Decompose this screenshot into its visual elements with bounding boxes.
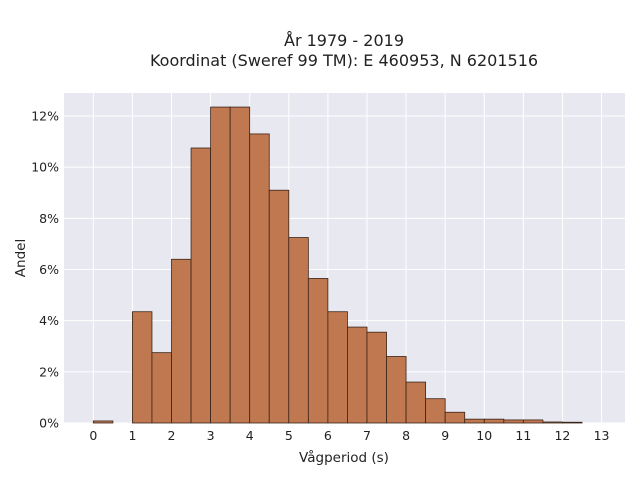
bar-10.5 [503, 419, 524, 424]
bar-11.5 [542, 421, 563, 424]
y-tick-label-10: 10% [31, 160, 59, 175]
bar-6 [327, 311, 348, 424]
bar-2 [171, 258, 192, 424]
y-axis-label: Andel [13, 239, 29, 277]
bar-4.5 [268, 189, 290, 424]
bar-0 [92, 420, 114, 424]
y-tick-label-12: 12% [31, 109, 59, 124]
x-tick-label-1: 1 [128, 428, 136, 443]
x-tick-label-10: 10 [476, 428, 492, 443]
x-tick-label-7: 7 [363, 428, 371, 443]
y-tick-label-2: 2% [39, 364, 59, 379]
x-tick-label-9: 9 [441, 428, 449, 443]
x-tick-label-5: 5 [285, 428, 293, 443]
bar-10 [483, 418, 505, 424]
bar-5.5 [307, 278, 329, 424]
bar-1.5 [151, 352, 172, 424]
x-axis-ticks: 0 1 2 3 4 5 6 7 8 9 10 11 12 13 [89, 428, 609, 443]
bar-7 [366, 331, 387, 424]
bar-8 [405, 381, 427, 424]
bars [92, 106, 583, 424]
bar-12 [562, 421, 583, 424]
y-tick-label-8: 8% [39, 211, 59, 226]
bar-5 [288, 237, 309, 424]
x-tick-label-11: 11 [515, 428, 531, 443]
bar-9.5 [464, 418, 485, 424]
y-tick-label-6: 6% [39, 262, 59, 277]
bar-7.5 [386, 356, 407, 424]
bar-11 [522, 419, 544, 424]
bar-2.5 [190, 147, 212, 424]
bar-8.5 [425, 398, 446, 424]
x-tick-label-12: 12 [554, 428, 570, 443]
y-tick-label-0: 0% [39, 416, 59, 431]
bar-1 [132, 311, 153, 424]
bar-3.5 [229, 106, 251, 424]
x-tick-label-8: 8 [402, 428, 410, 443]
y-axis-ticks: 0% 2% 4% 6% 8% 10% 12% [31, 109, 59, 431]
x-axis-label: Vågperiod (s) [299, 449, 389, 466]
x-tick-label-6: 6 [324, 428, 332, 443]
bar-4 [249, 133, 270, 424]
x-tick-label-0: 0 [89, 428, 97, 443]
x-tick-label-3: 3 [207, 428, 215, 443]
x-tick-label-4: 4 [246, 428, 254, 443]
chart-title-line1: År 1979 - 2019 [284, 31, 404, 50]
chart-title-line2: Koordinat (Sweref 99 TM): E 460953, N 62… [150, 51, 538, 70]
x-tick-label-13: 13 [594, 428, 610, 443]
bar-3 [210, 106, 231, 424]
bar-6.5 [347, 326, 368, 424]
y-tick-label-4: 4% [39, 313, 59, 328]
x-tick-label-2: 2 [168, 428, 176, 443]
bar-9 [444, 411, 466, 424]
